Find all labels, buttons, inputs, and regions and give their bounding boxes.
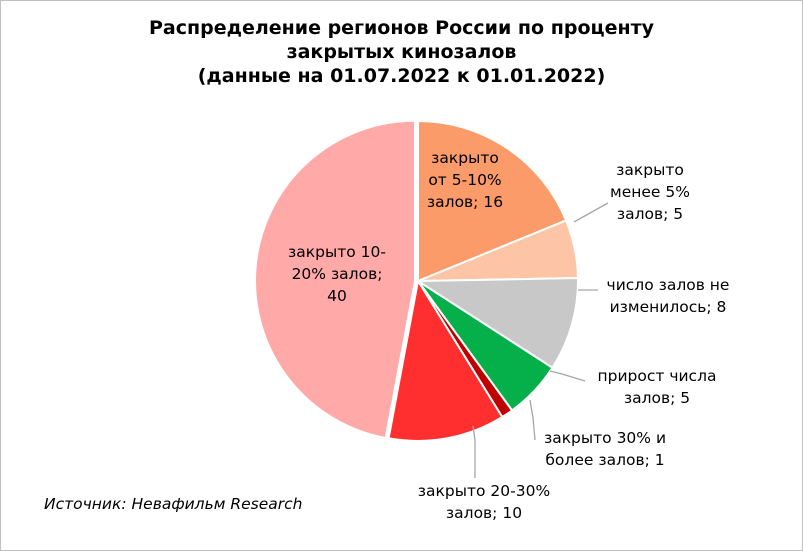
pie-slice-1	[417, 119, 568, 283]
slice-label-6: закрыто 20-30% залов; 10	[418, 482, 550, 522]
slice-label-2-line-3: залов; 5	[617, 205, 683, 223]
slice-label-3: число залов не изменилось; 8	[607, 276, 730, 316]
slice-label-5-line-1: закрыто 30% и	[544, 429, 666, 447]
slice-label-1-line-1: закрыто	[431, 149, 499, 167]
slice-label-4-line-1: прирост числа	[597, 367, 716, 385]
chart-title-line-1: Распределение регионов России по процент…	[148, 17, 654, 39]
slice-label-2-line-1: закрыто	[616, 161, 684, 179]
slice-label-7: закрыто 10- 20% залов; 40	[288, 243, 386, 305]
chart-title-line-3: (данные на 01.07.2022 к 01.01.2022)	[197, 65, 606, 87]
slice-label-4-line-2: залов; 5	[624, 389, 690, 407]
leader-line-5	[529, 399, 536, 441]
slice-label-7-line-1: закрыто 10-	[288, 243, 386, 261]
leader-line-4	[549, 370, 586, 382]
pie-slice-6	[387, 278, 504, 442]
chart-title-line-2: закрытых кинозалов	[286, 41, 517, 63]
slice-label-4: прирост числа залов; 5	[597, 367, 716, 407]
slice-label-6-line-2: залов; 10	[446, 504, 522, 522]
slice-label-1: закрыто от 5-10% залов; 16	[427, 149, 503, 211]
slice-label-7-line-2: 20% залов;	[292, 265, 383, 283]
slice-label-5-line-2: более залов; 1	[545, 451, 664, 469]
slice-label-1-line-3: залов; 16	[427, 193, 503, 211]
chart-title: Распределение регионов России по процент…	[0, 16, 803, 88]
leader-line-6	[472, 425, 476, 478]
source-note: Источник: Невафильм Research	[44, 495, 303, 513]
slice-label-2-line-2: менее 5%	[610, 183, 690, 201]
slice-label-3-line-2: изменилось; 8	[610, 298, 727, 316]
slice-label-7-line-3: 40	[327, 287, 347, 305]
pie-slice-7	[254, 119, 417, 440]
leader-line-2	[573, 202, 609, 223]
slice-label-1-line-2: от 5-10%	[428, 171, 501, 189]
slice-label-5: закрыто 30% и более залов; 1	[544, 429, 666, 469]
slice-label-3-line-1: число залов не	[607, 276, 730, 294]
slice-label-6-line-1: закрыто 20-30%	[418, 482, 550, 500]
pie-slice-3	[414, 277, 579, 370]
slice-label-2: закрыто менее 5% залов; 5	[610, 161, 690, 223]
